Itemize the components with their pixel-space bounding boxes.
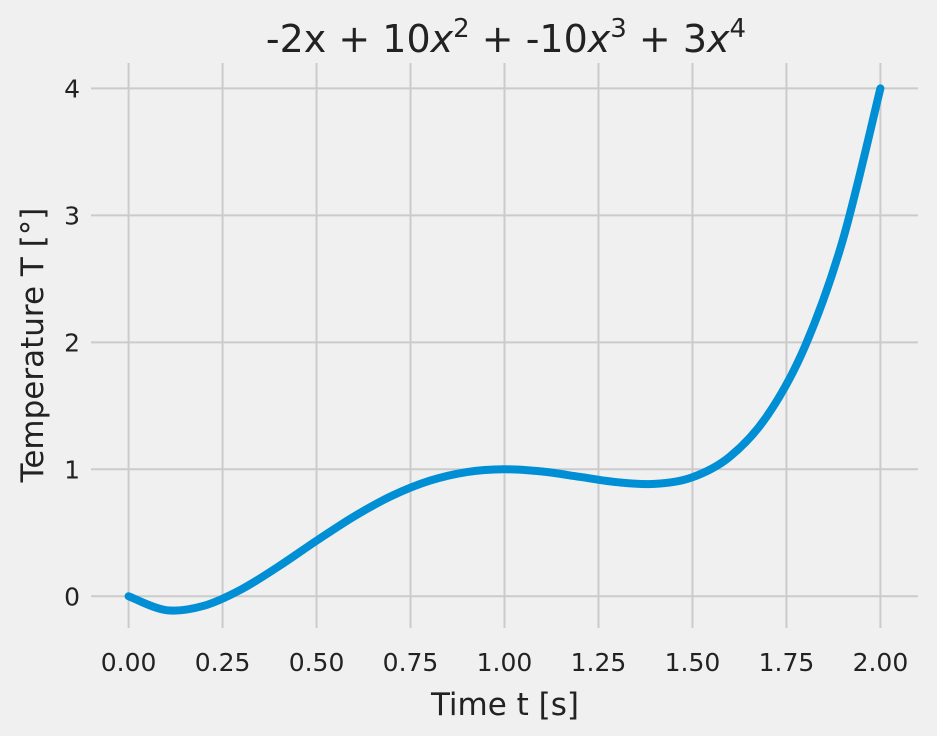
chart-title: -2x + 10x2​ + -10x3​ + 3x4​ [266, 14, 746, 61]
x-tick-label: 0.50 [289, 648, 345, 677]
y-axis-label: Temperature T [°] [15, 208, 51, 484]
x-tick-label: 0.00 [101, 648, 157, 677]
x-tick-label: 2.00 [853, 648, 909, 677]
x-tick-label: 1.25 [571, 648, 627, 677]
x-tick-label: 1.00 [477, 648, 533, 677]
x-tick-label: 0.25 [195, 648, 251, 677]
y-tick-label: 1 [64, 455, 80, 484]
x-tick-label: 1.75 [759, 648, 815, 677]
y-tick-label: 0 [64, 582, 80, 611]
y-tick-label: 2 [64, 328, 80, 357]
y-tick-label: 3 [64, 201, 80, 230]
x-grid-lines [127, 63, 882, 628]
series-layer [124, 84, 885, 615]
y-tick-label: 4 [64, 74, 80, 103]
y-tick-labels: 0 1 2 3 4 [64, 74, 80, 611]
y-grid-lines [91, 87, 918, 598]
series-line [124, 84, 885, 615]
x-tick-label: 0.75 [383, 648, 439, 677]
x-axis-label: Time t [s] [430, 687, 579, 723]
x-tick-labels: 0.00 0.25 0.50 0.75 1.00 1.25 1.50 1.75 2.00 [101, 648, 908, 677]
x-tick-label: 1.50 [665, 648, 721, 677]
